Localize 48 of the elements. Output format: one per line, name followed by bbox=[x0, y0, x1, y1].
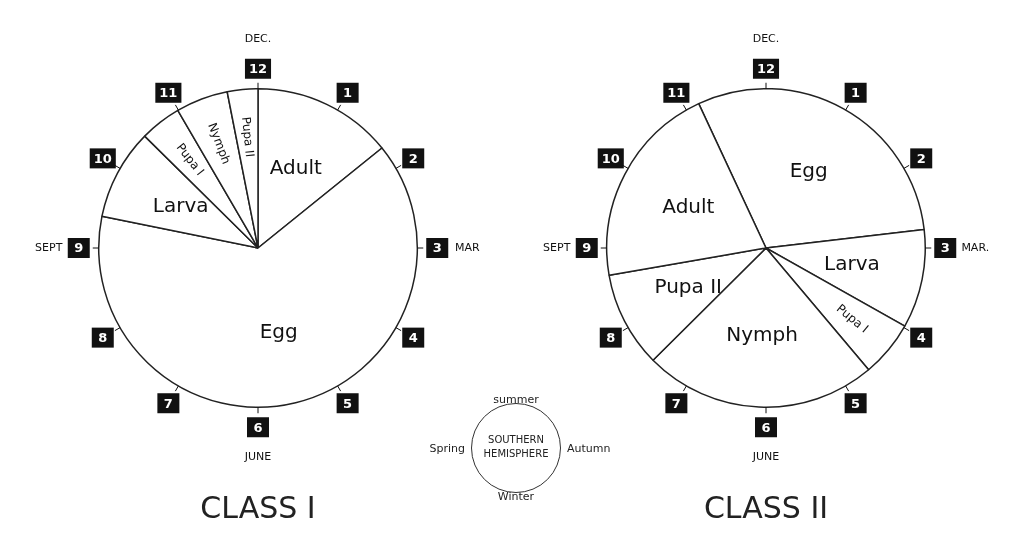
text: 8 bbox=[606, 330, 616, 345]
text: SEPT bbox=[35, 240, 63, 254]
text: 10 bbox=[601, 150, 620, 166]
slice-label: Pupa II bbox=[654, 274, 722, 299]
text: DEC. bbox=[244, 31, 272, 45]
text: 7 bbox=[163, 395, 173, 411]
text: Spring bbox=[429, 441, 465, 455]
slice-label: Egg bbox=[259, 319, 298, 344]
text: 9 bbox=[74, 240, 84, 256]
slice-label: Adult bbox=[662, 193, 715, 218]
text: 6 bbox=[253, 419, 263, 435]
text: summer bbox=[493, 393, 539, 406]
text: JUNE bbox=[751, 450, 780, 464]
text: MAR. bbox=[961, 240, 990, 254]
text: 1 bbox=[851, 85, 861, 101]
text: 4 bbox=[916, 330, 926, 345]
slice-label: Adult bbox=[269, 155, 322, 180]
text: 4 bbox=[408, 330, 418, 345]
text: Winter bbox=[497, 490, 535, 503]
text: CLASS I bbox=[200, 490, 316, 525]
text: 2 bbox=[408, 150, 418, 166]
slice-label: Egg bbox=[789, 157, 828, 182]
text: 8 bbox=[98, 330, 108, 345]
text: 12 bbox=[756, 61, 776, 77]
text: 5 bbox=[343, 395, 353, 411]
text: 3 bbox=[432, 240, 442, 256]
text: JUNE bbox=[243, 450, 272, 464]
slice-label: Nymph bbox=[726, 321, 798, 346]
text: SOUTHERN HEMISPHERE bbox=[482, 433, 550, 461]
slice-label: Pupa II bbox=[239, 116, 257, 158]
text: CLASS II bbox=[703, 490, 829, 525]
text: SEPT bbox=[543, 240, 571, 254]
text: 12 bbox=[248, 61, 268, 77]
text: 10 bbox=[93, 150, 112, 166]
text: 5 bbox=[851, 395, 861, 411]
text: 2 bbox=[916, 150, 926, 166]
text: 7 bbox=[671, 395, 681, 411]
text: 11 bbox=[159, 85, 178, 101]
text: 6 bbox=[761, 419, 771, 435]
text: 9 bbox=[582, 240, 592, 256]
text: 3 bbox=[940, 240, 950, 256]
text: MAR bbox=[454, 240, 480, 254]
slice-label: Larva bbox=[152, 192, 209, 217]
text: 1 bbox=[343, 85, 353, 101]
slice-label: Larva bbox=[824, 251, 880, 276]
text: DEC. bbox=[752, 31, 780, 45]
text: Autumn bbox=[567, 441, 611, 455]
text: 11 bbox=[667, 85, 686, 101]
